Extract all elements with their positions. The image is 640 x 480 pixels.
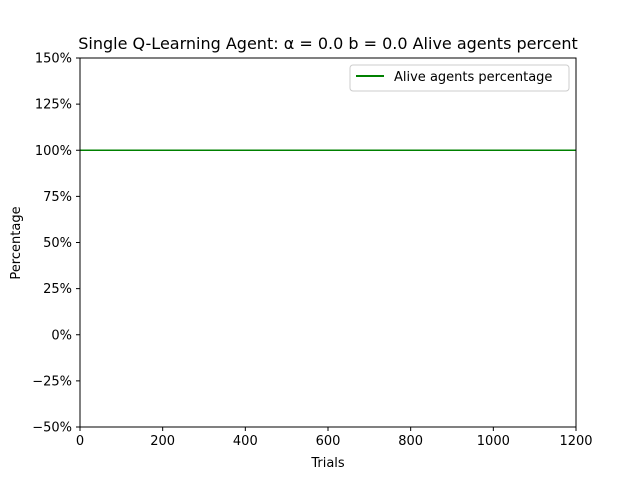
- y-tick-label--25: −25%: [32, 374, 72, 389]
- x-tick-label-0: 0: [76, 434, 84, 449]
- y-tick-label-150: 150%: [35, 52, 72, 67]
- chart-title: Single Q-Learning Agent: α = 0.0 b = 0.0…: [78, 34, 578, 53]
- legend-label-alive-agents: Alive agents percentage: [394, 70, 552, 85]
- y-tick-label-50: 50%: [43, 236, 72, 251]
- y-tick-label-100: 100%: [35, 144, 72, 159]
- x-axis-label: Trials: [310, 456, 345, 471]
- y-tick-label--50: −50%: [32, 421, 72, 436]
- y-tick-label-25: 25%: [43, 282, 72, 297]
- y-tick-label-0: 0%: [51, 328, 72, 343]
- x-tick-label-600: 600: [316, 434, 341, 449]
- x-tick-label-400: 400: [233, 434, 258, 449]
- legend-box: [349, 64, 570, 92]
- y-tick-label-75: 75%: [43, 190, 72, 205]
- y-axis-label: Percentage: [9, 206, 24, 279]
- y-tick-label-125: 125%: [35, 98, 72, 113]
- x-tick-label-200: 200: [150, 434, 175, 449]
- legend: Alive agents percentage: [349, 64, 570, 92]
- x-tick-label-1000: 1000: [477, 434, 510, 449]
- x-tick-label-800: 800: [398, 434, 423, 449]
- x-tick-label-1200: 1200: [559, 434, 592, 449]
- plot-area: 0 200 400 600 800 1000 1200 −50% −25% 0% 25% 50% 75%…: [32, 52, 592, 450]
